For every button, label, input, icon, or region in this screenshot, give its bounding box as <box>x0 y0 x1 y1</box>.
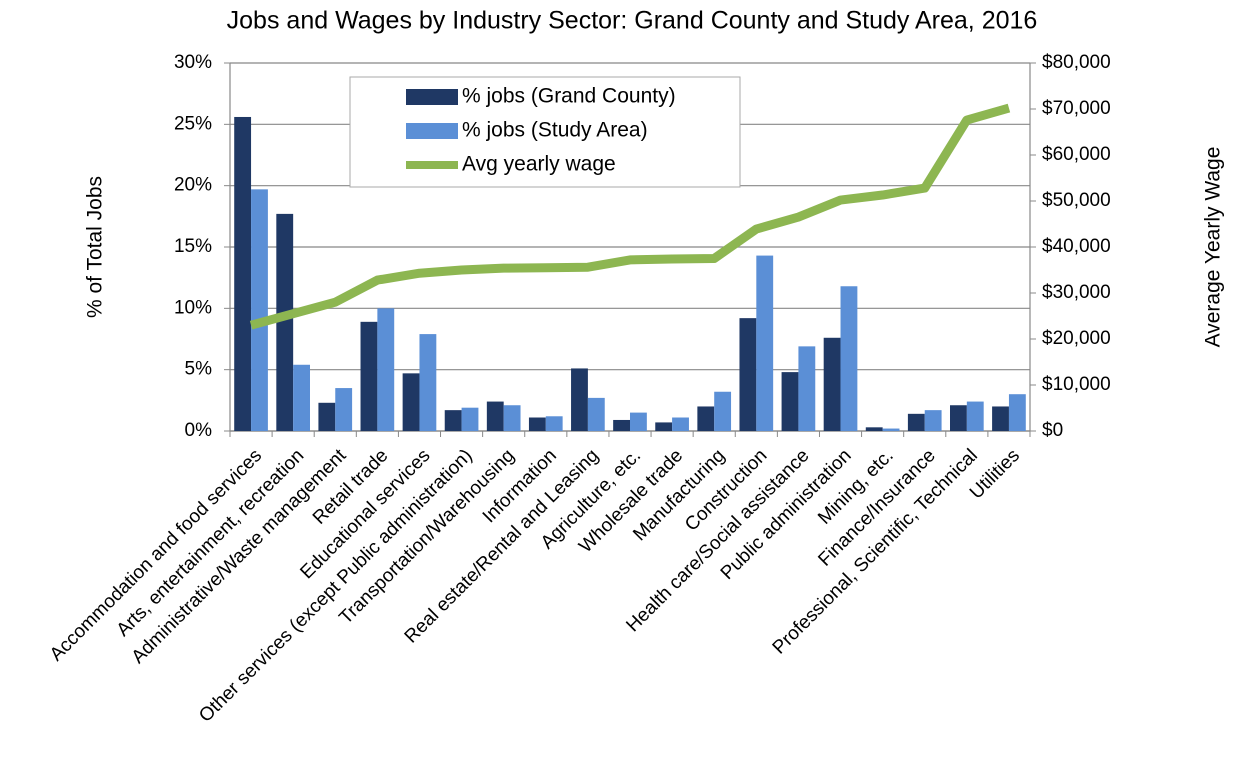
bar <box>444 410 462 431</box>
bar <box>377 308 395 431</box>
bar <box>756 255 774 431</box>
y2-tick-label: $60,000 <box>1042 144 1111 165</box>
bar <box>461 407 479 431</box>
y-axis-title: % of Total Jobs <box>84 176 107 318</box>
bar <box>276 213 294 431</box>
bar <box>503 405 521 431</box>
bar <box>966 401 984 431</box>
bar <box>714 391 732 431</box>
y2-tick-label: $10,000 <box>1042 374 1111 395</box>
y2-axis-title: Average Yearly Wage <box>1202 147 1225 348</box>
bar <box>1008 394 1026 431</box>
bar <box>402 373 420 431</box>
bar <box>335 388 353 431</box>
bar <box>545 416 563 431</box>
bar <box>882 428 900 431</box>
bar <box>840 286 858 431</box>
bar <box>924 410 942 431</box>
bar <box>293 364 310 431</box>
y-tick-label: 30% <box>174 52 212 73</box>
y-tick-label: 10% <box>174 297 212 318</box>
wage-line <box>249 103 1011 330</box>
y-tick-label: 15% <box>174 236 212 257</box>
bar <box>950 405 967 431</box>
legend-label: % jobs (Grand County) <box>462 85 676 108</box>
chart-title: Jobs and Wages by Industry Sector: Grand… <box>227 7 1038 35</box>
y2-tick-label: $40,000 <box>1042 236 1111 257</box>
bar <box>486 401 504 431</box>
bar <box>655 422 673 431</box>
y2-tick-label: $0 <box>1042 420 1063 441</box>
y2-tick-label: $50,000 <box>1042 190 1111 211</box>
x-tick-label: Arts, entertainment, recreation <box>113 445 309 641</box>
bar <box>992 406 1009 431</box>
y-tick-label: 0% <box>185 420 213 441</box>
legend-swatch <box>406 89 458 105</box>
y2-tick-label: $70,000 <box>1042 98 1111 119</box>
bar <box>251 189 268 431</box>
y-tick-label: 20% <box>174 175 212 196</box>
bar <box>739 318 757 431</box>
bar <box>798 346 816 431</box>
bar <box>613 419 630 431</box>
bar <box>672 417 689 431</box>
bar <box>360 321 378 431</box>
bar <box>781 372 799 431</box>
bar <box>697 406 715 431</box>
bar <box>907 413 925 431</box>
bar <box>234 116 252 432</box>
y2-tick-label: $30,000 <box>1042 282 1111 303</box>
bar <box>571 368 588 431</box>
bar <box>630 412 647 431</box>
y-tick-label: 5% <box>185 359 213 380</box>
bar <box>587 397 605 431</box>
legend-label: Avg yearly wage <box>462 153 616 176</box>
y2-tick-label: $80,000 <box>1042 52 1111 73</box>
y-tick-label: 25% <box>174 113 212 134</box>
bar <box>528 417 546 431</box>
bar <box>865 427 883 431</box>
legend-label: % jobs (Study Area) <box>462 119 648 142</box>
y2-tick-label: $20,000 <box>1042 328 1111 349</box>
bar <box>419 334 437 431</box>
bar <box>318 402 336 431</box>
bar <box>823 337 841 431</box>
legend-swatch <box>406 123 458 139</box>
